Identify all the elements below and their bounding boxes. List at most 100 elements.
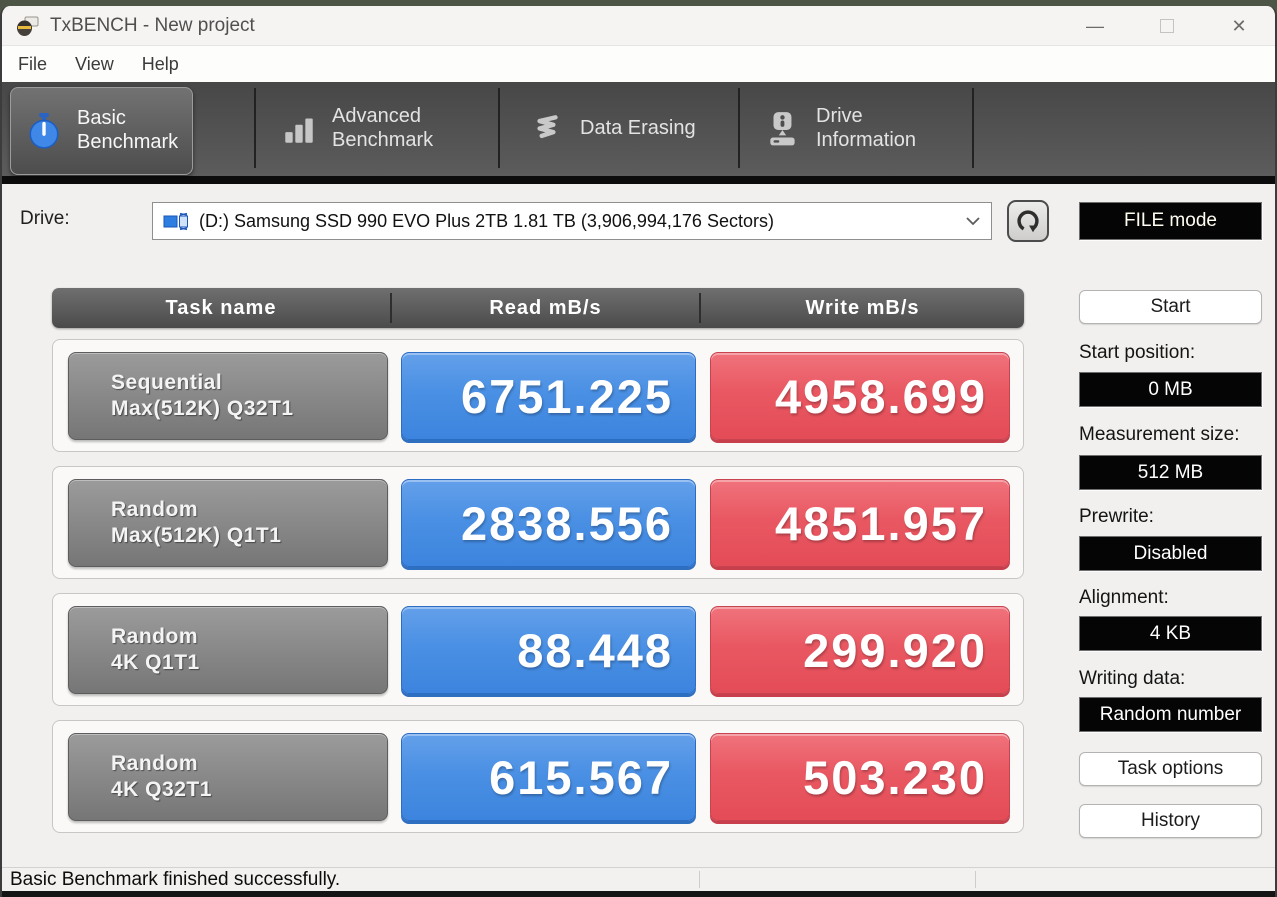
file-mode-indicator[interactable]: FILE mode (1079, 202, 1262, 240)
tab-separator (738, 88, 740, 168)
task-name-button[interactable]: Random 4K Q32T1 (68, 733, 388, 821)
erase-squiggle-icon (537, 115, 558, 139)
minimize-button[interactable]: — (1059, 6, 1131, 46)
task-line2: Max(512K) Q1T1 (111, 524, 282, 547)
write-result-value: 299.920 (710, 606, 1010, 694)
task-name-button[interactable]: Random 4K Q1T1 (68, 606, 388, 694)
benchmark-row-random-4k-q1t1: Random 4K Q1T1 88.448 299.920 (52, 593, 1024, 706)
measurement-size-label: Measurement size: (1079, 424, 1240, 445)
alignment-value[interactable]: 4 KB (1079, 616, 1262, 651)
start-position-text: 0 MB (1148, 378, 1193, 400)
task-line2: 4K Q1T1 (111, 651, 200, 674)
tab-advanced-benchmark[interactable]: Advanced Benchmark (266, 87, 447, 171)
tab-label-line1: Advanced (332, 105, 421, 128)
drive-selected-value: (D:) Samsung SSD 990 EVO Plus 2TB 1.81 T… (199, 210, 774, 231)
tab-label-line2: Benchmark (332, 129, 434, 151)
tab-bar: Basic Benchmark Advanced Benchmark (2, 82, 1275, 243)
task-name-button[interactable]: Random Max(512K) Q1T1 (68, 479, 388, 567)
task-line1: Random (111, 752, 198, 776)
refresh-drives-button[interactable] (1007, 200, 1049, 242)
menu-file[interactable]: File (18, 53, 48, 74)
menu-help[interactable]: Help (141, 53, 179, 74)
tab-label: Basic Benchmark (77, 107, 178, 154)
tab-separator (498, 88, 500, 168)
app-logo-icon (17, 16, 39, 36)
read-result-value: 6751.225 (401, 352, 696, 440)
tabbar-bottom-strip (2, 176, 1275, 184)
refresh-icon (1017, 210, 1039, 233)
measurement-size-text: 512 MB (1137, 461, 1204, 483)
header-task-name: Task name (165, 297, 277, 319)
read-result-value: 88.448 (401, 606, 696, 694)
tab-label-line2: Benchmark (77, 131, 179, 153)
task-line1: Random (111, 625, 198, 649)
drive-label: Drive: (20, 208, 70, 229)
status-separator (699, 871, 700, 888)
file-mode-label: FILE mode (1124, 210, 1217, 231)
header-read: Read mB/s (489, 297, 602, 319)
disk-partition-icon (163, 212, 188, 230)
read-result-value: 615.567 (401, 733, 696, 821)
menu-view[interactable]: View (75, 53, 114, 74)
task-line1: Sequential (111, 371, 223, 395)
writing-data-label: Writing data: (1079, 668, 1186, 689)
prewrite-value[interactable]: Disabled (1079, 536, 1262, 571)
benchmark-row-sequential-q32t1: Sequential Max(512K) Q32T1 6751.225 4958… (52, 339, 1024, 452)
write-result-value: 503.230 (710, 733, 1010, 821)
history-label: History (1140, 810, 1201, 831)
header-separator (699, 293, 701, 323)
window-controls: — ✕ (1059, 6, 1275, 46)
tab-basic-benchmark[interactable]: Basic Benchmark (10, 87, 194, 175)
task-options-button[interactable]: Task options (1079, 752, 1262, 786)
tab-data-erasing[interactable]: Data Erasing (514, 87, 710, 171)
start-button[interactable]: Start (1079, 290, 1262, 324)
main-content: Drive: (D:) Samsung SSD 990 EVO Plus 2TB… (2, 184, 1275, 867)
task-line2: Max(512K) Q32T1 (111, 397, 294, 420)
tab-label-line1: Data Erasing (580, 117, 696, 140)
drive-select[interactable]: (D:) Samsung SSD 990 EVO Plus 2TB 1.81 T… (152, 202, 992, 240)
benchmark-row-random-q1t1: Random Max(512K) Q1T1 2838.556 4851.957 (52, 466, 1024, 579)
status-message: Basic Benchmark finished successfully. (10, 868, 341, 890)
maximize-button[interactable] (1131, 6, 1203, 46)
alignment-text: 4 KB (1149, 622, 1192, 644)
alignment-label: Alignment: (1079, 587, 1169, 608)
bar-chart-icon (285, 118, 313, 143)
start-button-label: Start (1150, 296, 1191, 317)
close-icon: ✕ (1231, 15, 1247, 36)
chevron-down-icon (966, 217, 980, 226)
window-title: TxBENCH - New project (50, 14, 255, 36)
write-result-value: 4851.957 (710, 479, 1010, 567)
measurement-size-value[interactable]: 512 MB (1079, 455, 1262, 490)
start-position-value[interactable]: 0 MB (1079, 372, 1262, 407)
tab-label-line1: Drive (816, 105, 863, 128)
writing-data-value[interactable]: Random number (1079, 697, 1262, 732)
header-write: Write mB/s (805, 297, 920, 319)
task-line1: Random (111, 498, 198, 522)
tab-label: Data Erasing (580, 117, 696, 141)
benchmark-table-header: Task name Read mB/s Write mB/s (52, 288, 1024, 328)
status-separator (975, 871, 976, 888)
close-button[interactable]: ✕ (1203, 6, 1275, 46)
menu-bar: File View Help (2, 46, 1275, 82)
prewrite-label: Prewrite: (1079, 506, 1154, 527)
maximize-icon (1160, 19, 1174, 33)
benchmark-row-random-4k-q32t1: Random 4K Q32T1 615.567 503.230 (52, 720, 1024, 833)
header-separator (390, 293, 392, 323)
minimize-icon: — (1086, 15, 1104, 36)
tab-label-line1: Basic (77, 107, 126, 130)
tab-separator (972, 88, 974, 168)
stopwatch-icon (29, 113, 59, 149)
prewrite-text: Disabled (1133, 542, 1208, 564)
writing-data-text: Random number (1099, 703, 1242, 725)
app-window: TxBENCH - New project — ✕ File View Help (0, 6, 1277, 897)
history-button[interactable]: History (1079, 804, 1262, 838)
task-options-label: Task options (1117, 758, 1224, 779)
drive-info-icon (770, 112, 795, 146)
tab-label: Drive Information (816, 105, 916, 152)
tab-drive-information[interactable]: Drive Information (750, 87, 930, 171)
status-bar: Basic Benchmark finished successfully. (2, 867, 1275, 897)
title-bar: TxBENCH - New project — ✕ (2, 6, 1275, 46)
tab-separator (254, 88, 256, 168)
task-name-button[interactable]: Sequential Max(512K) Q32T1 (68, 352, 388, 440)
